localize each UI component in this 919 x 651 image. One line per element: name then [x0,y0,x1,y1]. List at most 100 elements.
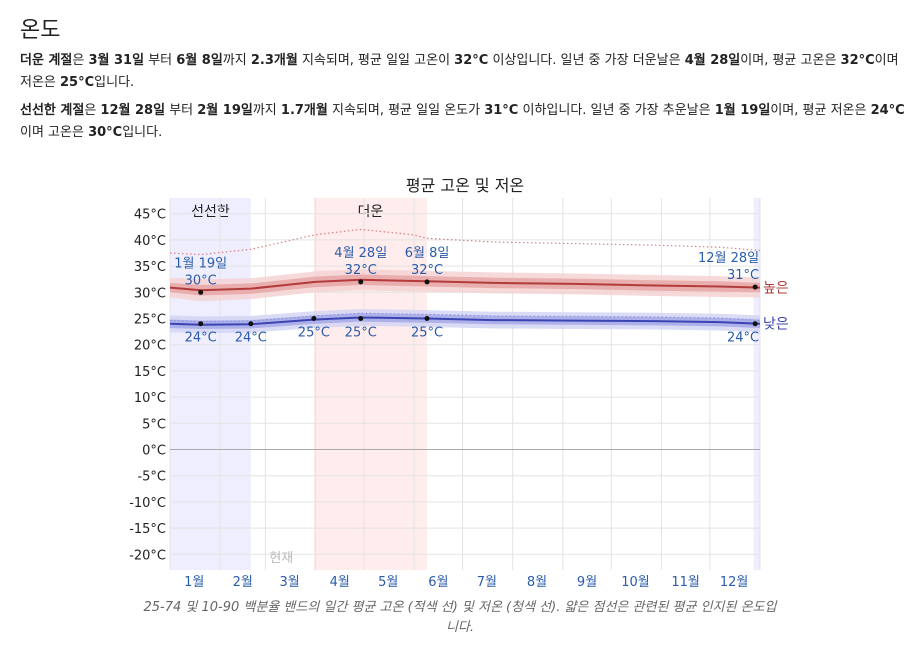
y-tick-label: 5°C [142,417,166,432]
annotation-point [752,321,758,327]
gridlines [169,198,761,570]
axes: -20°C -15°C -10°C -5°C 0°C 5°C 10°C 15°C 20°C 25°… [129,208,748,590]
hot-season-text-5: 이상입니다. 일년 중 가장 더운날은 [488,53,685,68]
annotation-value: 24°C [727,331,759,346]
cool-season-text-5: 이하입니다. 일년 중 가장 추운날은 [518,103,715,118]
hot-season-extreme-day: 4월 28일 [684,53,741,68]
y-tick-label: -20°C [129,548,166,563]
season-band-hot [313,198,428,570]
percentile-bands [170,269,760,334]
month-label: 6월 [428,575,448,590]
low-series-label: 낮은 [763,317,789,333]
month-label: 1월 [184,575,204,590]
hot-season-text-7: 이며 저온은 [20,53,899,90]
y-tick-label: 20°C [134,339,166,354]
annotation-point [752,284,758,290]
y-tick-label: 25°C [134,313,166,328]
chart-caption: 25-74 및 10-90 백분율 밴드의 일간 평균 고온 (적색 선) 및 … [143,600,777,635]
season-band-cool [753,198,760,570]
hot-season-threshold: 32°C [454,53,489,68]
month-label: 3월 [279,575,299,590]
month-label: 7월 [477,575,497,590]
y-tick-label: -5°C [137,470,166,485]
y-tick-label: 10°C [134,391,166,406]
annotation-point [424,279,430,285]
annotation-date: 6월 8일 [405,246,450,261]
low-band-25-75 [170,313,760,329]
y-tick-label: -15°C [129,522,166,537]
now-label: 현재 [269,551,293,566]
hot-season-text-3: 까지 [222,53,251,68]
cool-season-text-4: 지속되며, 평균 일일 온도가 [327,103,485,118]
hot-season-text-4: 지속되며, 평균 일일 고온이 [297,53,455,68]
y-tick-label: 15°C [134,365,166,380]
hot-season-end: 6월 8일 [176,53,223,68]
season-backgrounds: 선선한 더운 [170,198,760,570]
month-label: 10월 [621,575,650,590]
annotation-value: 32°C [345,263,377,278]
high-series-label: 높은 [763,281,789,297]
y-tick-label: -10°C [129,496,166,511]
cool-season-text-7: 이며 고온은 [20,125,89,140]
hot-season-start: 3월 31일 [88,53,145,68]
hot-season-text-6: 이며, 평균 고온은 [740,53,841,68]
hot-season-text-8: 입니다. [94,75,135,90]
month-label: 12월 [720,575,749,590]
cool-season-end: 2월 19일 [197,103,253,118]
annotation-point [358,279,364,285]
annotation-value: 25°C [298,326,330,341]
season-label-cool: 선선한 [191,204,230,220]
chart-title: 평균 고온 및 저온 [406,176,524,195]
hot-season-duration: 2.3개월 [250,53,298,68]
cool-season-avg-low: 24°C [870,103,905,118]
month-label: 5월 [378,575,398,590]
month-label: 4월 [330,575,350,590]
annotation-value: 24°C [185,331,217,346]
season-band-cool [170,198,251,570]
cool-season-text-8: 입니다. [122,125,163,140]
annotation-date: 12월 28일 [698,251,759,266]
high-band-25-75 [170,274,760,296]
annotation-point [358,316,364,322]
season-label-hot: 더운 [358,204,384,220]
annotation-date: 1월 19일 [174,256,227,271]
cool-season-text-2: 부터 [165,103,198,118]
cool-season-label: 선선한 계절 [20,103,85,118]
hot-season-label: 더운 계절 [20,53,73,68]
hot-season-text-1: 은 [72,53,89,68]
annotation-point [248,321,254,327]
hot-season-text-2: 부터 [144,53,177,68]
cool-season-paragraph: 선선한 계절은 12월 28일 부터 2월 19일까지 1.7개월 지속되며, … [20,100,910,144]
cool-season-extreme-day: 1월 19일 [714,103,771,118]
annotation-point [198,289,204,295]
hot-season-avg-low: 25°C [60,75,95,90]
cool-season-duration: 1.7개월 [280,103,328,118]
cool-season-threshold: 31°C [484,103,519,118]
cool-season-start: 12월 28일 [100,103,166,118]
hot-season-avg-high: 32°C [840,53,875,68]
cool-season-text-3: 까지 [252,103,281,118]
annotation-point [311,316,317,322]
y-tick-label: 40°C [134,234,166,249]
hot-season-paragraph: 더운 계절은 3월 31일 부터 6월 8일까지 2.3개월 지속되며, 평균 … [20,50,910,94]
annotation-value: 24°C [235,331,267,346]
month-label: 2월 [233,575,253,590]
annotation-date: 4월 28일 [334,246,387,261]
annotation-value: 32°C [411,263,443,278]
section-title: 온도 [20,18,61,43]
annotation-value: 30°C [185,273,217,288]
y-tick-label: 45°C [134,208,166,223]
annotation-value: 25°C [345,326,377,341]
annotation-point [198,321,204,327]
month-label: 11월 [671,575,700,590]
y-tick-label: 35°C [134,260,166,275]
perceived-low-line [169,312,761,323]
temperature-chart: 선선한 더운 -20°C -15°C -10°C -5°C 0°C 5°C 10°C 15°C 2… [129,176,789,590]
annotation-point [424,316,430,322]
month-label: 8월 [527,575,547,590]
annotation-value: 31°C [727,268,759,283]
y-tick-label: 30°C [134,286,166,301]
cool-season-text-1: 은 [84,103,101,118]
cool-season-avg-high: 30°C [88,125,123,140]
